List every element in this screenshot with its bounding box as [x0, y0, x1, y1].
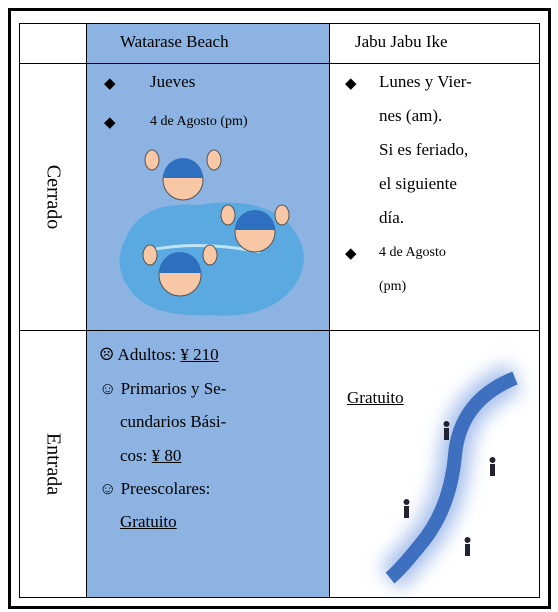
closed-day: Lunes y Vier-	[379, 72, 472, 91]
column-header: Jabu Jabu Ike	[355, 32, 448, 51]
fee-price: ¥ 210	[180, 345, 219, 364]
fee-line: ☺ Preescolares:	[99, 479, 211, 498]
fee-price: ¥ 80	[151, 446, 182, 465]
bullet: ◆	[345, 76, 357, 92]
fee-line: cos: ¥ 80	[120, 446, 181, 466]
fee-line: ☺ Primarios y Se-	[99, 379, 227, 398]
column-header: Watarase Beach	[120, 32, 229, 51]
fee-price: Gratuito	[120, 512, 177, 531]
bullet: ◆	[104, 115, 116, 131]
fee-price: Gratuito	[347, 388, 404, 407]
closed-day: Si es feriado,	[379, 140, 469, 159]
outer-frame	[8, 8, 551, 609]
closed-day: (pm)	[379, 279, 407, 294]
fee-line: cundarios Bási-	[120, 412, 227, 431]
river	[379, 363, 522, 591]
closed-day: 4 de Agosto (pm)	[150, 114, 248, 129]
fee-label: ☹ Adultos:	[99, 345, 181, 364]
cell	[86, 330, 330, 598]
row-label: Entrada	[42, 432, 65, 496]
closed-day: el siguiente	[379, 174, 457, 193]
row-label: Cerrado	[42, 164, 65, 230]
closed-day: Jueves	[150, 72, 196, 91]
closed-day: 4 de Agosto	[379, 245, 446, 260]
closed-day: día.	[379, 208, 405, 227]
fee-line: ☹ Adultos: ¥ 210	[99, 345, 219, 365]
fee-label: cos:	[120, 446, 152, 465]
bullet: ◆	[104, 76, 116, 92]
cell	[329, 330, 540, 598]
bullet: ◆	[345, 246, 357, 262]
swimming-kids	[119, 149, 304, 316]
closed-day: nes (am).	[379, 106, 443, 125]
